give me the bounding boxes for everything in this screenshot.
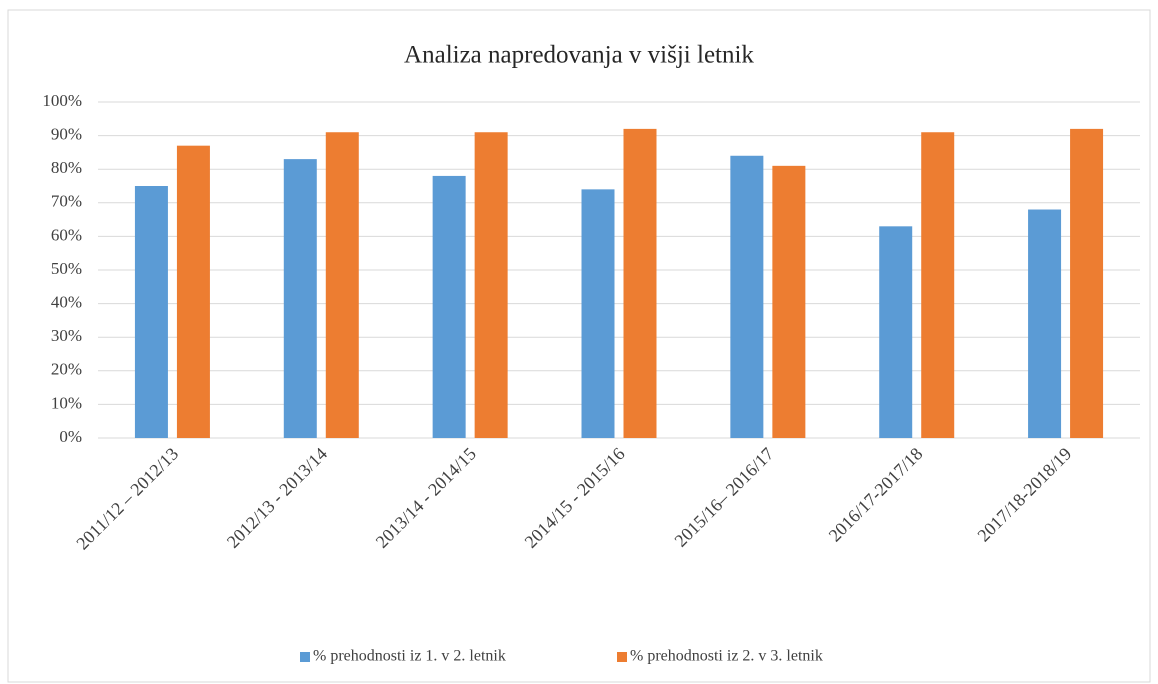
- chart-title: Analiza napredovanja v višji letnik: [404, 42, 754, 69]
- legend-label: % prehodnosti iz 1. v 2. letnik: [313, 648, 506, 665]
- y-tick-label: 50%: [51, 259, 82, 278]
- bar: [921, 132, 955, 439]
- legend-label: % prehodnosti iz 2. v 3. letnik: [630, 648, 823, 665]
- y-tick-label: 0%: [59, 427, 82, 446]
- bar: [474, 132, 508, 439]
- legend-swatch: [300, 652, 310, 662]
- y-tick-label: 10%: [51, 393, 82, 412]
- bar: [176, 145, 210, 438]
- bar: [879, 226, 913, 438]
- bar: [730, 155, 764, 438]
- y-tick-label: 40%: [51, 293, 82, 312]
- y-tick-label: 70%: [51, 192, 82, 211]
- y-tick-label: 30%: [51, 326, 82, 345]
- bar: [283, 159, 317, 438]
- legend-swatch: [617, 652, 627, 662]
- bar: [1070, 128, 1104, 438]
- y-tick-label: 20%: [51, 360, 82, 379]
- bar: [1028, 209, 1062, 438]
- y-tick-label: 90%: [51, 125, 82, 144]
- bar: [325, 132, 359, 439]
- bar: [134, 186, 168, 438]
- y-tick-label: 60%: [51, 225, 82, 244]
- bar: [772, 165, 806, 438]
- bar: [623, 128, 657, 438]
- bar: [432, 175, 466, 439]
- y-tick-label: 100%: [42, 91, 82, 110]
- bar: [581, 189, 615, 438]
- y-tick-label: 80%: [51, 158, 82, 177]
